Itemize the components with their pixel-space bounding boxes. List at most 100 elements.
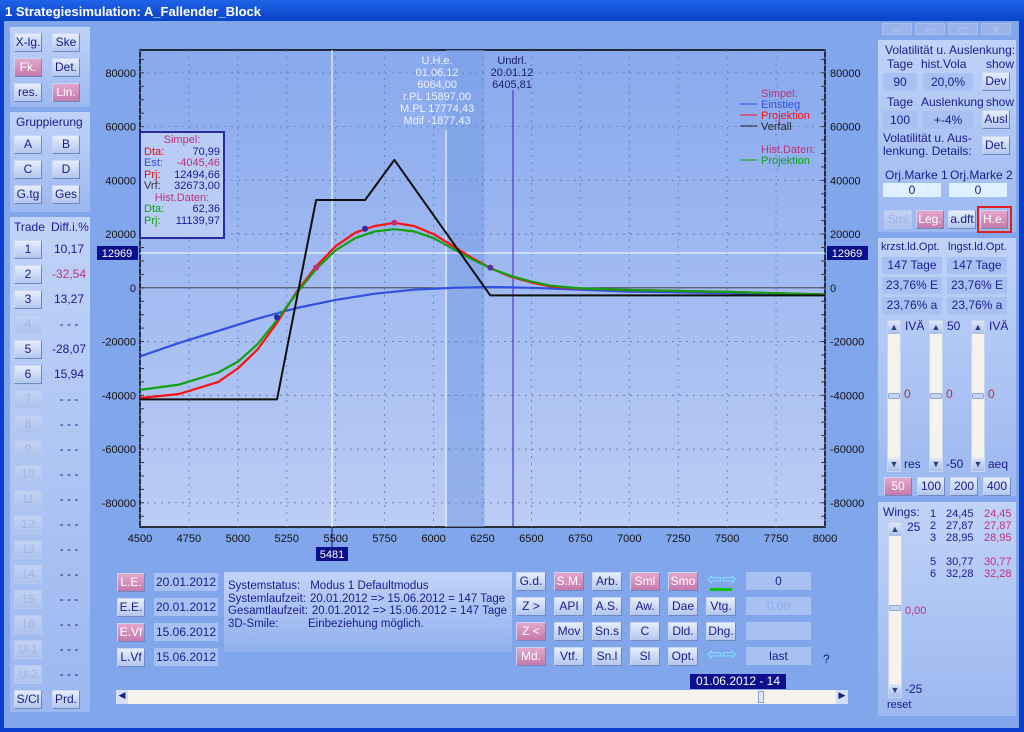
tool-button-z[interactable]: Z <: [516, 622, 546, 641]
date-button-le[interactable]: L.E.: [117, 573, 145, 592]
dev-button[interactable]: Dev: [982, 72, 1010, 91]
trade-button-8[interactable]: 8: [14, 415, 42, 434]
trade-button-6[interactable]: 6: [14, 365, 42, 384]
trade-button-10[interactable]: 10: [14, 465, 42, 484]
trade-button-12[interactable]: 12: [14, 515, 42, 534]
tool-button-gd[interactable]: G.d.: [516, 572, 546, 591]
group-button-a[interactable]: A: [14, 135, 42, 154]
slider-down-icon[interactable]: ▼: [930, 458, 942, 471]
view-button-xlg[interactable]: X-lg.: [14, 33, 42, 52]
mode-button-adft[interactable]: a.dft: [948, 210, 976, 229]
group-button-c[interactable]: C: [14, 160, 42, 179]
help-icon[interactable]: ?: [823, 652, 830, 666]
view-button-ske[interactable]: Ske: [52, 33, 80, 52]
tool-button-sl[interactable]: Sl: [630, 647, 660, 666]
view-button-lin[interactable]: Lin.: [52, 83, 80, 102]
slider-up-icon[interactable]: ▲: [889, 523, 901, 536]
sc-button[interactable]: S/Cl: [14, 690, 42, 709]
restore-button[interactable]: ▭: [915, 23, 945, 35]
trade-button-11[interactable]: 11: [14, 490, 42, 509]
vertical-slider[interactable]: ▲ ▼: [971, 320, 985, 472]
payoff-chart[interactable]: 4500 4750 5000 5250 5500 5750 6000 6250 6500 6750…: [90, 40, 880, 570]
view-button-fk[interactable]: Fk.: [14, 58, 42, 77]
slider-down-icon[interactable]: ▼: [889, 684, 901, 697]
group-button-gtg[interactable]: G.tg: [14, 185, 42, 204]
date-button-lvf[interactable]: L.Vf: [117, 648, 145, 667]
wings-slider[interactable]: ▲ ▼: [888, 522, 902, 698]
slider-thumb[interactable]: [888, 393, 900, 399]
tool-button-c[interactable]: C: [630, 622, 660, 641]
vertical-slider[interactable]: ▲ ▼: [887, 320, 901, 472]
tool-button-arb[interactable]: Arb.: [592, 572, 622, 591]
view-button-det[interactable]: Det.: [52, 58, 80, 77]
details-button[interactable]: Det.: [982, 136, 1010, 155]
date-button-ee[interactable]: E.E.: [117, 598, 145, 617]
days-field[interactable]: 90: [883, 73, 917, 91]
tool-button-dhg[interactable]: Dhg.: [706, 622, 736, 641]
tool-button-vtg[interactable]: Vtg.: [706, 597, 736, 616]
scroll-thumb[interactable]: [758, 691, 764, 703]
trade-button-7[interactable]: 7: [14, 390, 42, 409]
mode-button-he[interactable]: H.e.: [980, 210, 1008, 229]
scale-button-50[interactable]: 50: [884, 477, 912, 496]
tool-button-sml[interactable]: Sml: [630, 572, 660, 591]
tool-button-as[interactable]: A.S.: [592, 597, 622, 616]
slider-down-icon[interactable]: ▼: [972, 458, 984, 471]
trade-button-2[interactable]: 2: [14, 265, 42, 284]
tool-button-smo[interactable]: Smo: [668, 572, 698, 591]
tool-button-api[interactable]: API: [554, 597, 584, 616]
value-field[interactable]: - - -: [746, 622, 811, 640]
ausl-field[interactable]: +-4%: [923, 111, 973, 129]
slider-thumb[interactable]: [930, 393, 942, 399]
slider-thumb[interactable]: [889, 605, 901, 611]
trade-button-5[interactable]: 5: [14, 340, 42, 359]
trade-button-16[interactable]: 16: [14, 615, 42, 634]
slider-thumb[interactable]: [972, 393, 984, 399]
trade-button-1[interactable]: 1: [14, 240, 42, 259]
trade-button-3[interactable]: 3: [14, 290, 42, 309]
trade-button-13[interactable]: 13: [14, 540, 42, 559]
scale-button-200[interactable]: 200: [950, 477, 978, 496]
trade-button-14[interactable]: 14: [14, 565, 42, 584]
value-field[interactable]: 0,00: [746, 597, 811, 615]
tool-button-dld[interactable]: Dld.: [668, 622, 698, 641]
group-button-ges[interactable]: Ges: [52, 185, 80, 204]
tool-button-mov[interactable]: Mov: [554, 622, 584, 641]
scale-button-100[interactable]: 100: [917, 477, 945, 496]
step-arrows-icon[interactable]: ⇦⇨: [706, 644, 738, 664]
group-button-b[interactable]: B: [52, 135, 80, 154]
date-button-evf[interactable]: E.Vf: [117, 623, 145, 642]
vertical-slider[interactable]: ▲ ▼: [929, 320, 943, 472]
slider-down-icon[interactable]: ▼: [888, 458, 900, 471]
hist-vola-field[interactable]: 20,0%: [923, 73, 973, 91]
group-button-d[interactable]: D: [52, 160, 80, 179]
tool-button-snl[interactable]: Sn.l: [592, 647, 622, 666]
maximize-button[interactable]: ▢: [948, 23, 978, 35]
tool-button-z[interactable]: Z >: [516, 597, 546, 616]
value-field[interactable]: last: [746, 647, 811, 665]
time-scrollbar[interactable]: ◀ ▶: [116, 690, 848, 704]
trade-button-4[interactable]: 4: [14, 315, 42, 334]
slider-up-icon[interactable]: ▲: [888, 321, 900, 334]
view-button-res[interactable]: res.: [14, 83, 42, 102]
minimize-button[interactable]: —: [882, 23, 912, 35]
slider-up-icon[interactable]: ▲: [930, 321, 942, 334]
tool-button-dae[interactable]: Dae: [668, 597, 698, 616]
step-arrows-icon[interactable]: ⇦⇨: [706, 569, 738, 589]
trade-button-u-2[interactable]: U-2: [14, 665, 42, 684]
trade-button-u-1[interactable]: U-1: [14, 640, 42, 659]
close-button[interactable]: X: [981, 23, 1011, 35]
marke2-input[interactable]: 0: [949, 183, 1007, 197]
tool-button-vtf[interactable]: Vtf.: [554, 647, 584, 666]
tool-button-sm[interactable]: S.M.: [554, 572, 584, 591]
trade-button-9[interactable]: 9: [14, 440, 42, 459]
ausl-days-field[interactable]: 100: [883, 111, 917, 129]
tool-button-opt[interactable]: Opt.: [668, 647, 698, 666]
tool-button-sns[interactable]: Sn.s: [592, 622, 622, 641]
value-field[interactable]: 0: [746, 572, 811, 590]
scroll-right-icon[interactable]: ▶: [836, 690, 848, 704]
ausl-button[interactable]: Ausl: [982, 110, 1010, 129]
mode-button-leg[interactable]: Leg.: [916, 210, 944, 229]
scale-button-400[interactable]: 400: [983, 477, 1011, 496]
slider-up-icon[interactable]: ▲: [972, 321, 984, 334]
